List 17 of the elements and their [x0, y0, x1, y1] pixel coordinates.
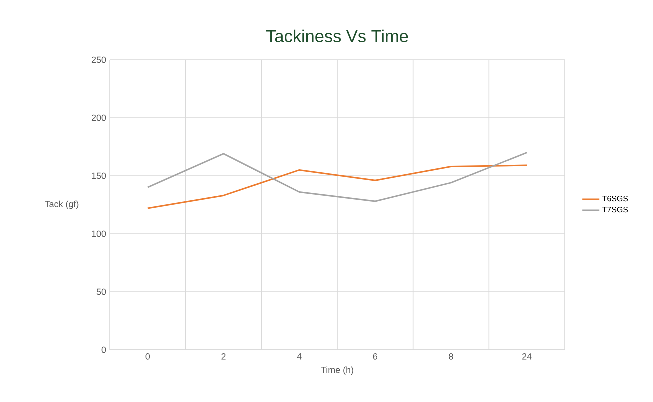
y-axis-title: Tack (gf): [45, 200, 79, 210]
x-tick-label: 0: [146, 354, 150, 360]
x-tick-label: 2: [222, 354, 226, 360]
x-tick-label: 8: [449, 354, 454, 360]
x-tick-label: 6: [373, 354, 378, 360]
y-tick-label: 150: [92, 172, 106, 180]
y-tick-label: 100: [92, 230, 106, 238]
chart-title: Tackiness Vs Time: [266, 30, 408, 43]
y-tick-label: 50: [96, 288, 106, 296]
line-series: [147, 152, 528, 202]
x-tick-label: 4: [297, 354, 302, 360]
line-series: [147, 164, 528, 210]
y-tick-label: 200: [92, 114, 106, 122]
y-tick-label: 250: [92, 56, 106, 64]
y-tick-label: 0: [102, 346, 106, 354]
x-tick-label: 24: [522, 354, 532, 360]
x-axis-title: Time (h): [321, 366, 354, 376]
